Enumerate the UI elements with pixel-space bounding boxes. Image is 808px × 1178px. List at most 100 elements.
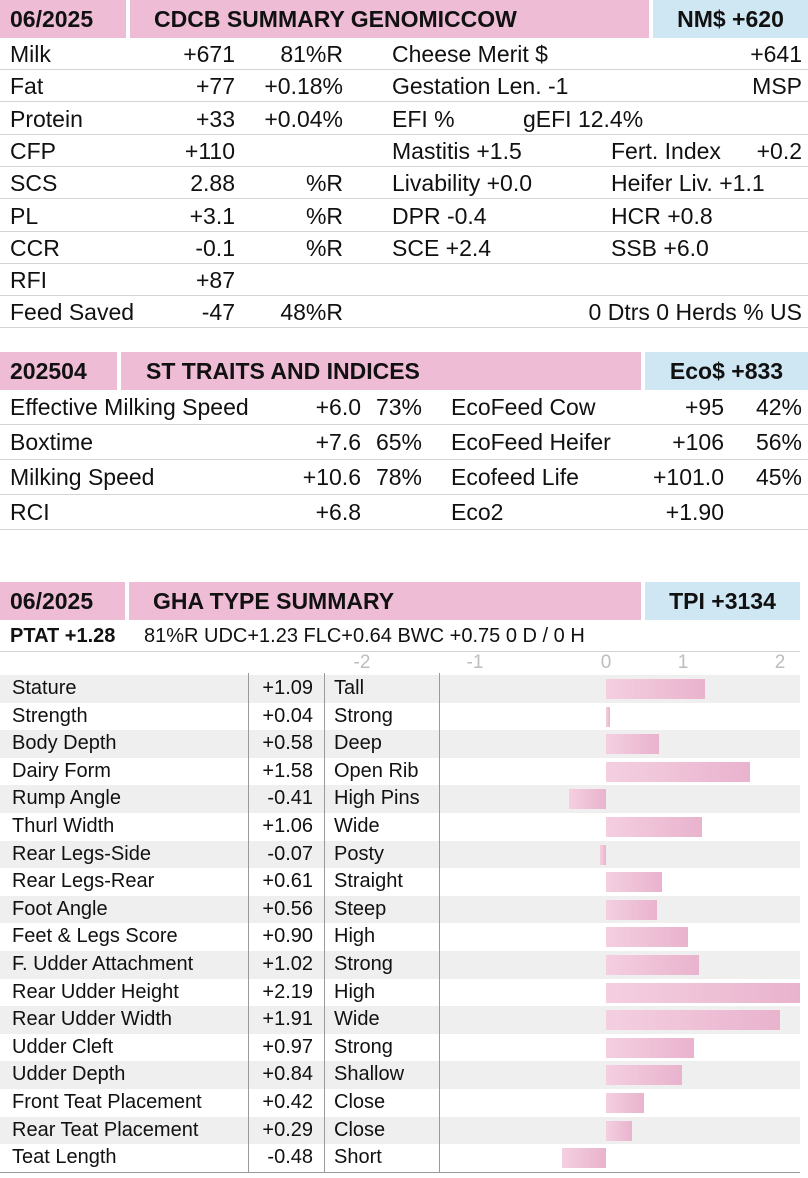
trait-value: +1.09 — [262, 677, 313, 699]
section1-cell-c4: Mastitis +1.5 — [392, 137, 522, 164]
section2-cell-c6: 56% — [755, 429, 802, 455]
trait-value: +0.97 — [262, 1035, 313, 1058]
trait-name: Rear Udder Height — [12, 980, 179, 1003]
trait-name: Udder Cleft — [12, 1035, 114, 1058]
type-trait-row: Body Depth +0.58 Deep — [0, 730, 800, 758]
section2-date: 202504 — [0, 352, 117, 390]
trait-name: Rear Legs-Rear — [12, 870, 155, 893]
section1-cell-c6: HCR +0.8 — [611, 202, 713, 229]
type-trait-row: Udder Cleft +0.97 Strong — [0, 1034, 800, 1062]
trait-name: Rear Udder Width — [12, 1008, 173, 1031]
type-trait-row: Foot Angle +0.56 Steep — [0, 895, 800, 924]
trait-value: +1.58 — [262, 759, 313, 782]
section1-index: NM$ +620 — [653, 0, 808, 38]
section1-cell-c2: +33 — [195, 105, 235, 132]
section1-cell-c2: +3.1 — [189, 202, 235, 229]
section1-cell-c1: PL — [10, 202, 39, 229]
axis-tick-label: 1 — [677, 652, 689, 673]
trait-descriptor: Strong — [334, 704, 393, 727]
trait-descriptor: Open Rib — [334, 759, 419, 782]
trait-bar — [606, 734, 659, 755]
section1-row: CFP +110 Mastitis +1.5 Fert. Index +0.2 — [0, 135, 808, 167]
ptat-summary-row: PTAT +1.28 81%R UDC+1.23 FLC+0.64 BWC +0… — [0, 620, 800, 652]
section1-cell-c5: +641 — [750, 41, 802, 67]
type-trait-row: Dairy Form +1.58 Open Rib — [0, 758, 800, 786]
section1-cell-c2: 2.88 — [190, 170, 235, 197]
trait-value: +1.91 — [262, 1008, 313, 1031]
trait-name: Strength — [12, 704, 88, 727]
section1-row: SCS 2.88 %R Livability +0.0 Heifer Liv. +1.1 — [0, 167, 808, 200]
trait-name: Dairy Form — [12, 759, 111, 782]
trait-name: Body Depth — [12, 732, 117, 755]
type-trait-row: Teat Length -0.48 Short — [0, 1144, 800, 1172]
section2-cell-c4: Eco2 — [451, 499, 504, 525]
column-divider — [439, 673, 440, 1172]
section2-index: Eco$ +833 — [645, 352, 808, 390]
section1-cell-c3: +0.04% — [264, 105, 343, 132]
section1-cell-c3: %R — [305, 234, 343, 261]
trait-descriptor: Short — [334, 1146, 382, 1169]
trait-bar — [606, 1120, 633, 1141]
section1-cell-c1: RFI — [10, 267, 48, 294]
trait-value: +0.29 — [262, 1118, 313, 1141]
trait-descriptor: Tall — [334, 677, 365, 699]
section3-title: GHA TYPE SUMMARY — [129, 582, 641, 620]
trait-value: -0.07 — [267, 842, 313, 865]
section1-cell-c1: Feed Saved — [10, 299, 135, 326]
section1-cell-c5: MSP — [752, 73, 802, 100]
trait-value: +0.90 — [262, 925, 313, 948]
section2-cell-c5: +1.90 — [665, 499, 724, 525]
type-summary-line: 81%R UDC+1.23 FLC+0.64 BWC +0.75 0 D / 0… — [144, 625, 585, 647]
section1-date: 06/2025 — [0, 0, 126, 38]
trait-bar — [606, 927, 688, 948]
section1-cell-c4: Gestation Len. -1 — [392, 73, 569, 100]
type-trait-row: Rear Teat Placement +0.29 Close — [0, 1116, 800, 1145]
section1-cell-c2: +77 — [195, 73, 235, 100]
section1-cell-c2: +110 — [184, 137, 235, 164]
section2-cell-c5: +106 — [672, 429, 724, 455]
axis-tick-label: -1 — [466, 652, 484, 673]
section1-cell-c1: Milk — [10, 41, 51, 67]
trait-value: +0.04 — [262, 704, 313, 727]
type-trait-row: Thurl Width +1.06 Wide — [0, 813, 800, 841]
section1-cell-c3: 81%R — [280, 41, 343, 67]
section2-title: ST TRAITS AND INDICES — [121, 352, 641, 390]
trait-descriptor: High — [334, 925, 376, 948]
section1-cell-c1: SCS — [10, 170, 58, 197]
trait-bar — [606, 1010, 780, 1031]
trait-name: Teat Length — [12, 1146, 117, 1169]
trait-name: Rear Legs-Side — [12, 842, 151, 865]
type-trait-row: Rear Udder Height +2.19 High — [0, 979, 800, 1007]
section1-row: CCR -0.1 %R SCE +2.4 SSB +6.0 — [0, 232, 808, 264]
trait-value: -0.41 — [267, 787, 313, 810]
section1-cell-c6: Heifer Liv. +1.1 — [611, 170, 765, 197]
section2-cell-c5: +95 — [684, 394, 724, 420]
section2-cell-c3: 78% — [375, 464, 422, 490]
axis-tick-label: 0 — [600, 652, 612, 673]
trait-value: -0.48 — [267, 1146, 313, 1169]
trait-value: +0.61 — [262, 870, 313, 893]
section1-cell-c7: +0.2 — [756, 137, 802, 164]
trait-value: +0.84 — [262, 1063, 313, 1086]
section1-cell-c1: CCR — [10, 234, 60, 261]
section1-cell-c6: Fert. Index — [611, 137, 721, 164]
section2-cell-c4: Ecofeed Life — [451, 464, 579, 490]
section1-cell-c5: 0 Dtrs 0 Herds % US — [588, 299, 802, 326]
trait-bar — [562, 1148, 606, 1169]
trait-descriptor: Wide — [334, 1008, 380, 1031]
section2-cell-c3: 73% — [375, 394, 422, 420]
section1-cell-c4: DPR -0.4 — [392, 202, 487, 229]
table-bottom-rule — [0, 1171, 800, 1173]
section2-cell-c2: +7.6 — [315, 429, 361, 455]
section2-row: Boxtime +7.6 65% EcoFeed Heifer +106 56% — [0, 425, 808, 460]
trait-value: +1.06 — [262, 815, 313, 837]
section1-title: CDCB SUMMARY GENOMICCOW — [130, 0, 649, 38]
trait-name: Foot Angle — [12, 897, 108, 920]
trait-bar — [606, 706, 610, 727]
trait-bar — [599, 844, 606, 865]
trait-name: Thurl Width — [12, 815, 115, 837]
section1-cell-c3: +0.18% — [264, 73, 343, 100]
section2-cell-c1: Milking Speed — [10, 464, 155, 490]
trait-value: +0.58 — [262, 732, 313, 755]
trait-bar — [606, 1037, 695, 1058]
